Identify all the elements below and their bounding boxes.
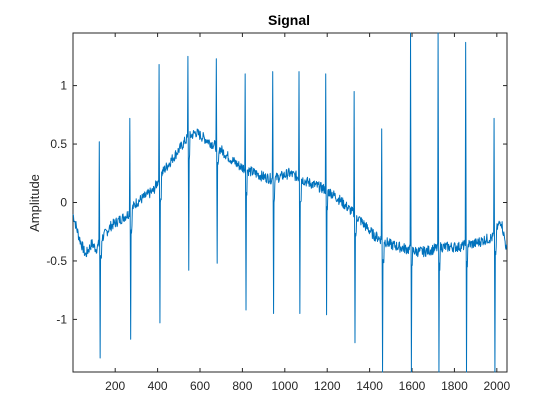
y-tick-label: -1 <box>56 312 67 326</box>
y-tick-label: 1 <box>60 79 67 93</box>
plot-frame <box>72 32 508 373</box>
x-tick-label: 1600 <box>399 379 426 393</box>
x-tick-label: 200 <box>105 379 125 393</box>
x-tick-label: 1800 <box>441 379 468 393</box>
y-tick-label: 0 <box>60 196 67 210</box>
x-tick-label: 1400 <box>356 379 383 393</box>
x-tick-label: 800 <box>232 379 252 393</box>
plot-area <box>72 32 508 373</box>
x-tick-label: 600 <box>190 379 210 393</box>
x-tick-label: 1200 <box>314 379 341 393</box>
x-tick-label: 2000 <box>483 379 510 393</box>
chart-title: Signal <box>268 12 310 28</box>
x-tick-label: 400 <box>148 379 168 393</box>
y-axis-label: Amplitude <box>27 174 42 232</box>
x-tick-label: 1000 <box>271 379 298 393</box>
y-axis-ticks: -1 -0.5 0 0.5 1 <box>46 79 507 326</box>
x-axis-ticks: 200 400 600 800 1000 1200 1400 1600 1800 2000 <box>105 33 510 393</box>
y-tick-label: 0.5 <box>50 137 67 151</box>
y-tick-label: -0.5 <box>46 254 67 268</box>
signal-line <box>72 32 508 373</box>
signal-series <box>72 32 508 373</box>
